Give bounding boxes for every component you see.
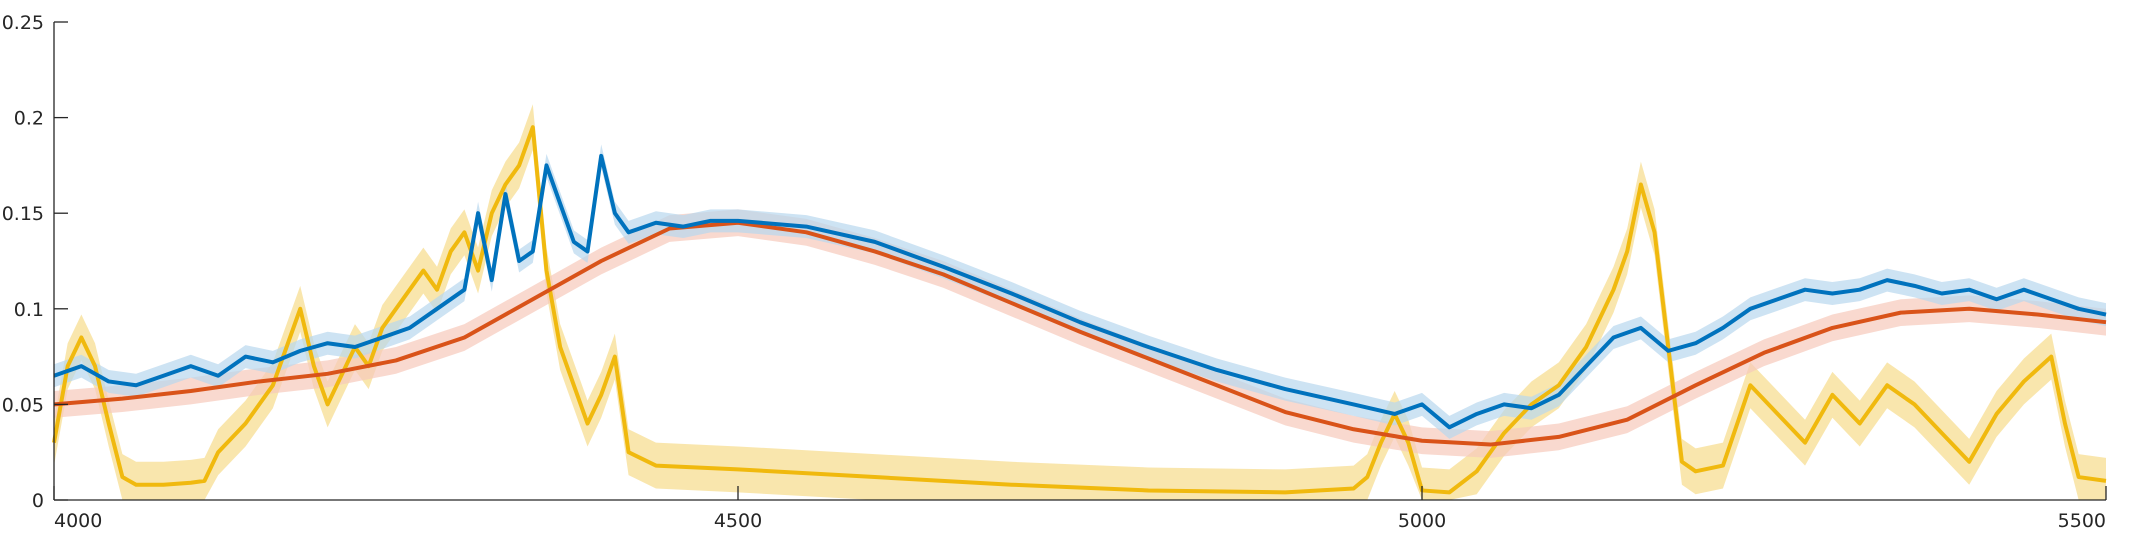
y-tick-label-2: 0.1: [14, 299, 44, 321]
y-tick-label-0: 0: [32, 490, 44, 512]
y-tick-label-5: 0.25: [2, 12, 44, 34]
x-tick-label-0: 4000: [54, 510, 102, 532]
series-1-line: [52, 125, 2107, 495]
y-tick-label-3: 0.15: [2, 203, 44, 225]
series-2-line: [53, 220, 2107, 447]
y-tick-label-1: 0.05: [2, 394, 44, 416]
axis-ticks: 0 0.05 0.1 0.15 0.2 0.25 4000 4500 5000 5500: [2, 12, 2107, 532]
x-tick-label-2: 5000: [1398, 510, 1446, 532]
series-lines: [52, 125, 2107, 495]
y-tick-label-4: 0.2: [14, 108, 44, 130]
confidence-bands: [54, 104, 2106, 500]
axes: [53, 22, 2106, 501]
x-tick-label-1: 4500: [714, 510, 762, 532]
series-3-line: [53, 153, 2107, 430]
x-tick-label-3: 5500: [2058, 510, 2106, 532]
